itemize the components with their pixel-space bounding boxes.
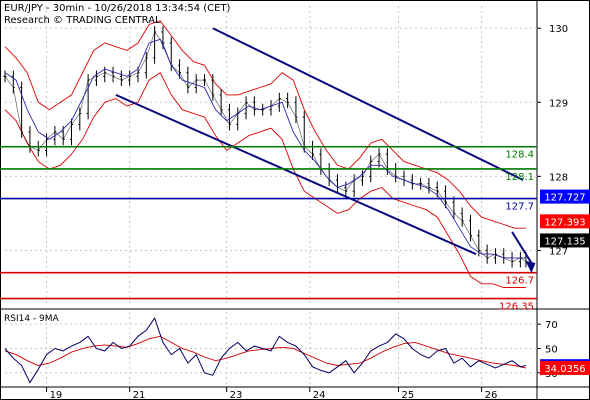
- chart-subtitle: Research © TRADING CENTRAL: [4, 15, 161, 26]
- price-tag-label: 127.393: [544, 217, 585, 228]
- rsi-line: [4, 316, 527, 384]
- channel-upper-line: [212, 27, 524, 181]
- price-tag-bg: [540, 214, 590, 229]
- date-tick-label: 26: [485, 390, 498, 400]
- price-tick-label: 127: [549, 246, 568, 257]
- rsi-tick-label: 70: [545, 320, 558, 331]
- price-tick-label: 128: [549, 172, 568, 183]
- level-label: 128.1: [505, 172, 534, 183]
- lower-band-line: [4, 72, 526, 288]
- price-tag-label: 127.727: [544, 193, 585, 204]
- price-tag-bg: [540, 189, 590, 204]
- price-tag-bg: [540, 233, 590, 248]
- level-label: 128.4: [505, 150, 534, 161]
- date-tick-label: 24: [313, 390, 326, 400]
- level-label: 126.35: [499, 302, 534, 313]
- price-levels: 128.4 128.1 127.7 126.7 126.35: [0, 145, 537, 313]
- bollinger-bands: [4, 20, 526, 288]
- projection-arrow-shaft: [511, 231, 533, 264]
- date-tick-label: 23: [230, 390, 243, 400]
- rsi-tag-label: 34.0356: [544, 364, 585, 375]
- rsi-tag-bg: [540, 360, 590, 375]
- date-tick-label: 25: [401, 390, 414, 400]
- rsi-tick-label: 50: [545, 345, 558, 356]
- date-tick-label: 21: [133, 390, 146, 400]
- price-tag-label: 127.135: [544, 236, 585, 247]
- date-tick-label: 19: [50, 390, 63, 400]
- axes: 130 129 128 127 127.727 127.393 127.135 19 21 23 2…: [46, 24, 590, 400]
- rsi-panel: 70503035.461134.0356: [4, 316, 590, 384]
- channel-trendlines: [115, 27, 524, 256]
- moving-average: [4, 38, 526, 259]
- price-tick-label: 129: [549, 98, 568, 109]
- projection-arrow-head: [525, 260, 536, 273]
- level-label: 127.7: [505, 202, 534, 213]
- upper-band-line: [4, 20, 526, 229]
- rsi-title: RSI14 - 9MA: [4, 314, 60, 324]
- channel-lower-line: [115, 93, 477, 256]
- level-label: 126.7: [505, 276, 534, 287]
- chart-title: EUR/JPY - 30min - 10/26/2018 13:34:54 (C…: [4, 3, 231, 14]
- price-tick-label: 130: [549, 24, 568, 35]
- moving-average-line: [4, 38, 526, 259]
